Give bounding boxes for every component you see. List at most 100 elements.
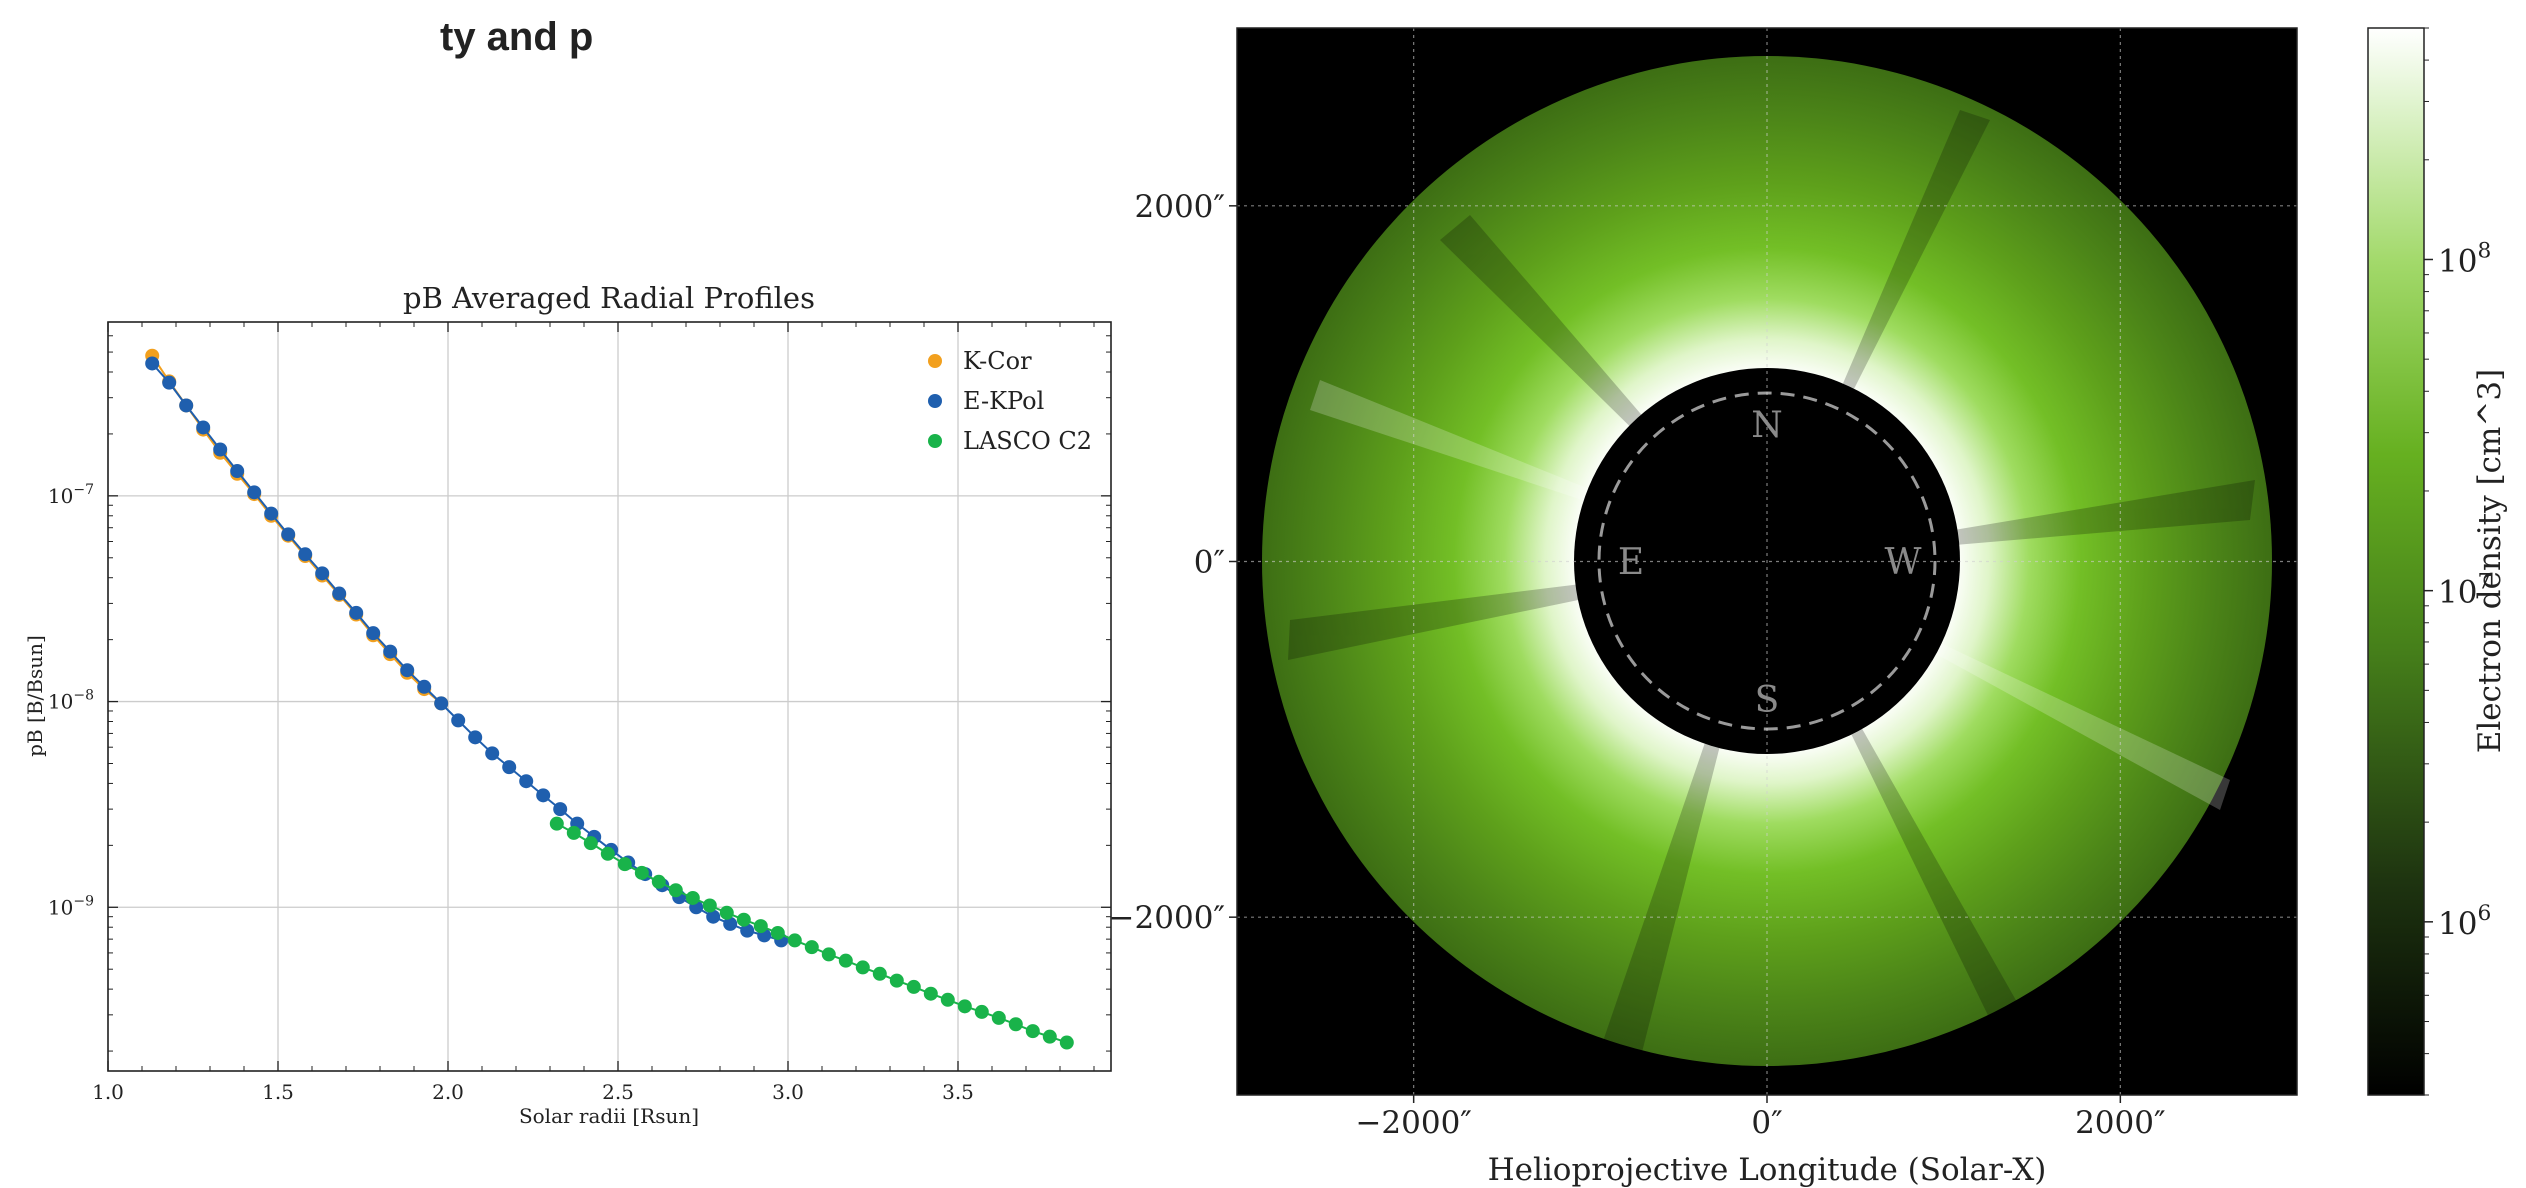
data-point <box>706 909 721 924</box>
data-point <box>872 966 887 981</box>
series-line <box>556 822 1068 1044</box>
density-map: N E W S −2000″ 0″ 2000″ 2000″ 0″ −2000″ Heli… <box>1109 27 2508 1188</box>
data-point <box>770 925 785 940</box>
data-point <box>315 566 330 581</box>
data-point <box>957 999 972 1014</box>
map-y-tick-labels: 2000″ 0″ −2000″ <box>1109 189 1225 936</box>
data-point <box>617 857 632 872</box>
legend: K-Cor E-KPol LASCO C2 <box>928 347 1092 455</box>
data-point <box>553 802 568 817</box>
data-point <box>264 506 279 521</box>
y-tick-label: 10−9 <box>48 893 94 919</box>
data-point <box>736 912 751 927</box>
data-point <box>719 905 734 920</box>
colorbar-ticks: 106 107 108 <box>2424 27 2491 1096</box>
chart-grid <box>107 322 1111 1071</box>
legend-label: K-Cor <box>963 347 1032 375</box>
series-line <box>151 355 442 705</box>
y-tick-labels: 10−7 10−8 10−9 <box>48 482 94 919</box>
map-y-tick-label: 0″ <box>1194 545 1225 581</box>
y-tick-label: 10−7 <box>48 482 94 508</box>
map-x-tick-labels: −2000″ 0″ 2000″ <box>1355 1105 2165 1141</box>
data-point <box>281 527 296 542</box>
data-point <box>566 825 581 840</box>
data-point <box>906 979 921 994</box>
chart-title: pB Averaged Radial Profiles <box>403 281 815 315</box>
data-point <box>383 644 398 659</box>
colorbar-tick-label: 106 <box>2438 901 2491 942</box>
map-grid <box>1237 28 2297 1095</box>
data-point <box>230 464 245 479</box>
data-point <box>332 586 347 601</box>
series-e-kpol <box>145 356 789 948</box>
colorbar-tick-label: 107 <box>2438 570 2491 611</box>
legend-marker <box>928 434 942 448</box>
data-point <box>940 992 955 1007</box>
map-ticks <box>1229 205 2122 1103</box>
data-point <box>583 836 598 851</box>
x-tick-label: 1.0 <box>92 1080 124 1104</box>
data-point <box>298 547 313 562</box>
data-point <box>634 865 649 880</box>
map-x-tick-label: −2000″ <box>1355 1105 1471 1141</box>
data-point <box>502 760 517 775</box>
data-point <box>247 485 262 500</box>
series-line <box>151 362 782 942</box>
data-point <box>1008 1017 1023 1032</box>
data-point <box>485 746 500 761</box>
x-tick-label: 2.0 <box>432 1080 464 1104</box>
map-x-axis-label: Helioprojective Longitude (Solar-X) <box>1488 1152 2047 1188</box>
south-label: S <box>1755 680 1780 721</box>
data-point <box>974 1004 989 1019</box>
x-axis-label: Solar radii [Rsun] <box>519 1104 699 1128</box>
y-axis-label: pB [B/Bsun] <box>23 635 47 757</box>
data-point <box>468 730 483 745</box>
data-point <box>400 663 415 678</box>
data-point <box>1025 1024 1040 1039</box>
colorbar-tick-label: 108 <box>2438 239 2491 280</box>
data-point <box>417 679 432 694</box>
data-point <box>668 883 683 898</box>
data-point <box>600 846 615 861</box>
data-point <box>804 940 819 955</box>
data-series <box>145 348 1074 1050</box>
x-tick-label: 1.5 <box>262 1080 294 1104</box>
data-point <box>740 923 755 938</box>
data-point <box>536 788 551 803</box>
east-label: E <box>1618 542 1644 583</box>
map-y-tick-label: −2000″ <box>1109 900 1225 936</box>
radial-profile-chart: pB Averaged Radial Profiles 1.0 1.5 2.0 2.5… <box>23 281 1112 1128</box>
data-point <box>889 973 904 988</box>
data-point <box>838 953 853 968</box>
data-point <box>519 774 534 789</box>
x-tick-label: 3.0 <box>772 1080 804 1104</box>
data-point <box>685 890 700 905</box>
legend-marker <box>928 394 942 408</box>
map-x-tick-label: 2000″ <box>2075 1105 2165 1141</box>
data-point <box>196 420 211 435</box>
colorbar <box>2367 27 2425 1096</box>
legend-marker <box>928 354 942 368</box>
data-point <box>753 919 768 934</box>
x-tick-label: 2.5 <box>602 1080 634 1104</box>
data-point <box>1059 1035 1074 1050</box>
x-tick-labels: 1.0 1.5 2.0 2.5 3.0 3.5 <box>92 1080 974 1104</box>
data-point <box>923 986 938 1001</box>
data-point <box>855 960 870 975</box>
data-point <box>787 933 802 948</box>
north-label: N <box>1751 405 1783 446</box>
data-point <box>179 398 194 413</box>
data-point <box>1042 1029 1057 1044</box>
data-point <box>213 442 228 457</box>
data-point <box>162 375 177 390</box>
colorbar-label: Electron density [cm^3] <box>2472 369 2508 753</box>
data-point <box>549 816 564 831</box>
legend-label: E-KPol <box>963 387 1044 415</box>
west-label: W <box>1884 542 1921 583</box>
data-point <box>145 356 160 371</box>
plot-frame <box>107 321 1112 1072</box>
legend-label: LASCO C2 <box>963 427 1092 455</box>
data-point <box>451 713 466 728</box>
data-point <box>821 947 836 962</box>
